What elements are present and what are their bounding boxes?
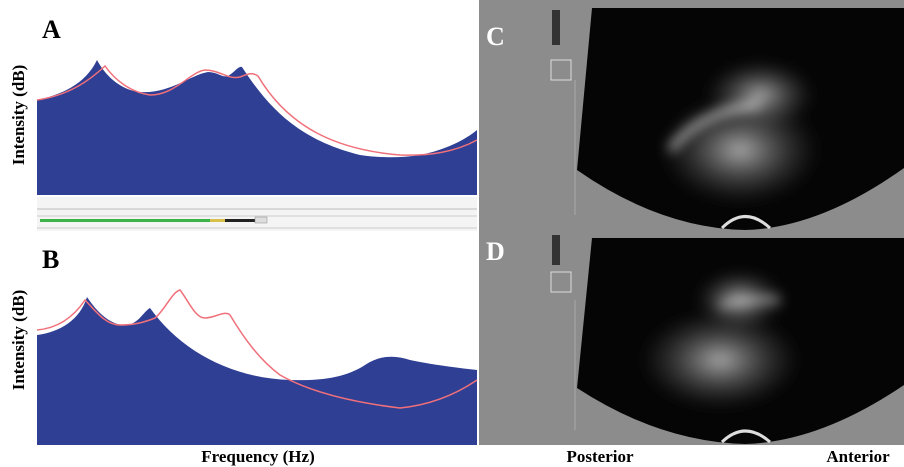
orientation-label: Posterior <box>566 447 633 466</box>
model-line <box>36 289 478 409</box>
panel-label: A <box>42 15 61 44</box>
spectrum-a: A <box>36 8 478 196</box>
panel-label: B <box>42 245 59 274</box>
orientation-label: Anterior <box>826 447 890 466</box>
y-axis-label: Intensity (dB) <box>9 290 28 391</box>
spectrum-b: B <box>36 245 478 445</box>
panel-label: C <box>486 22 505 51</box>
model-line <box>36 64 478 156</box>
x-axis-label: Frequency (Hz) <box>201 447 314 466</box>
ultrasound-d: D <box>479 230 904 445</box>
spectrum-fill <box>37 297 477 445</box>
panel-label: D <box>486 237 505 266</box>
ultrasound-c: C <box>479 0 904 230</box>
toolbar <box>37 197 477 231</box>
y-axis-label: Intensity (dB) <box>9 65 28 166</box>
